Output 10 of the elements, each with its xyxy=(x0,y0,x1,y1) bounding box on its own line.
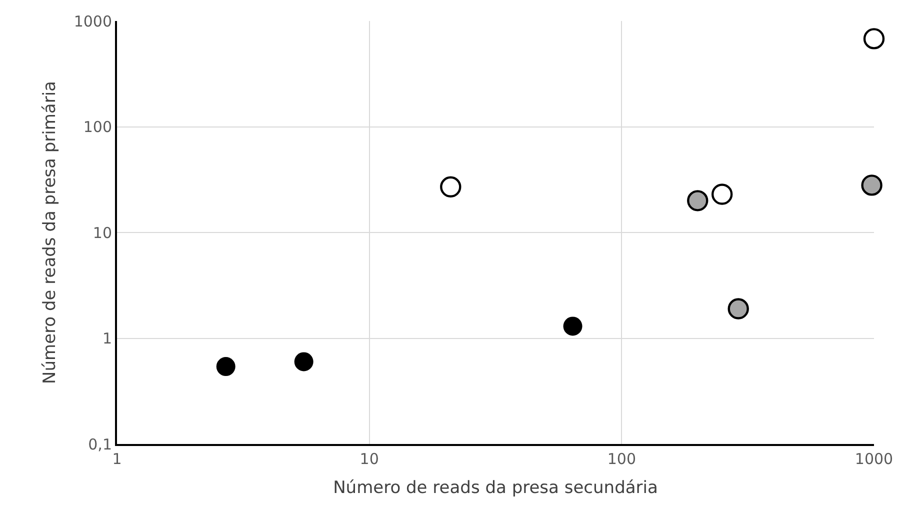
x-tick-label: 1000 xyxy=(854,450,894,468)
y-tick-label: 0,1 xyxy=(88,435,112,454)
y-tick-label: 1 xyxy=(102,330,112,348)
y-tick-label: 100 xyxy=(83,118,112,136)
y-tick-label: 1000 xyxy=(74,12,112,30)
x-axis-title: Número de reads da presa secundária xyxy=(333,478,658,498)
x-tick-label: 10 xyxy=(360,450,379,468)
y-axis-title: Número de reads da presa primária xyxy=(40,81,60,384)
y-tick-label: 10 xyxy=(92,224,112,242)
x-tick-label: 100 xyxy=(607,450,636,468)
